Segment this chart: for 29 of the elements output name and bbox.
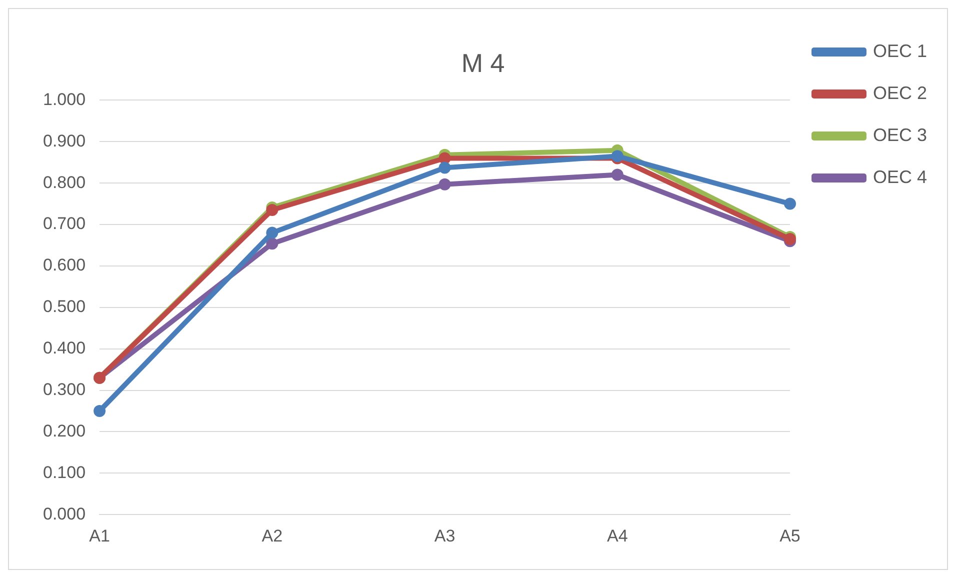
x-tick-label: A2 [262, 526, 283, 546]
legend-label: OEC 1 [872, 40, 928, 61]
x-tick-label: A3 [434, 526, 456, 546]
legend-label: OEC 2 [872, 82, 928, 103]
y-tick-label: 0.100 [42, 462, 86, 482]
y-tick-label: 0.000 [42, 504, 86, 524]
y-tick-label: 1.000 [42, 90, 86, 109]
point [266, 226, 278, 239]
y-tick-label: 0.700 [42, 214, 86, 234]
y-tick-label: 0.400 [42, 338, 86, 358]
point [266, 238, 278, 250]
y-tick-label: 0.800 [42, 172, 86, 192]
y-tick-label: 0.500 [42, 297, 86, 316]
x-tick-label: A5 [780, 526, 800, 546]
point [611, 168, 624, 181]
legend-label: OEC 3 [872, 124, 928, 145]
point [266, 204, 278, 216]
point [438, 178, 451, 190]
x-tick-label: A1 [89, 526, 110, 546]
point [94, 405, 106, 417]
y-tick-label: 0.200 [42, 421, 86, 440]
y-tick-label: 0.900 [42, 131, 86, 150]
point [784, 198, 796, 210]
chart-title: M 4 [461, 48, 505, 78]
legend-label: OEC 4 [872, 166, 928, 187]
y-tick-label: 0.600 [42, 256, 86, 275]
point [438, 162, 451, 174]
y-tick-label: 0.300 [42, 380, 86, 399]
x-tick-label: A4 [606, 526, 628, 546]
